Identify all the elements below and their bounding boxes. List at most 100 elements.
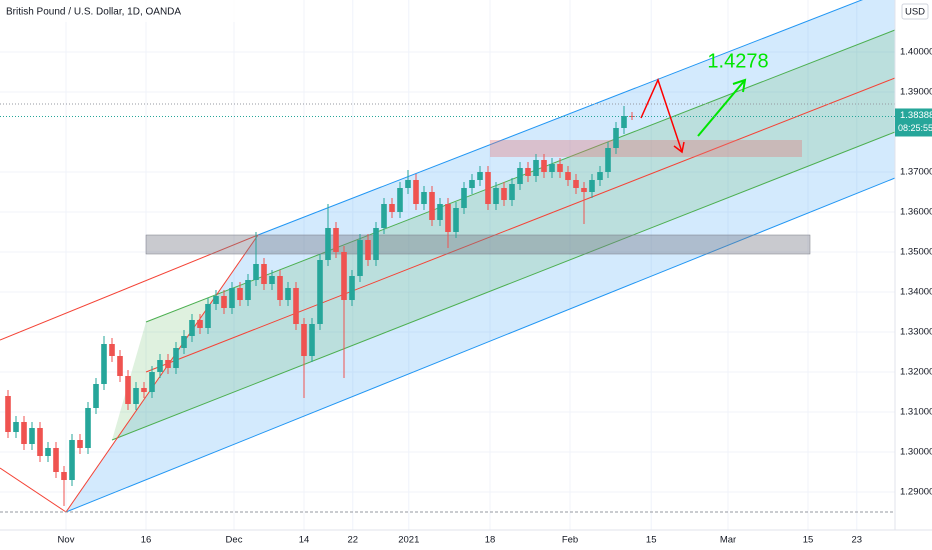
candle-body <box>509 184 515 200</box>
candle-body <box>125 376 131 404</box>
candle-body <box>445 204 451 232</box>
candle-body <box>325 228 331 260</box>
candle-body <box>621 116 627 128</box>
candle-body <box>157 360 163 372</box>
x-tick-label: Nov <box>58 535 75 546</box>
candle-body <box>149 372 155 392</box>
x-tick-label: 15 <box>646 535 657 546</box>
candle-body <box>533 160 539 176</box>
x-tick-label: 2021 <box>398 535 419 546</box>
x-tick-label: 15 <box>803 535 814 546</box>
candle-body <box>597 172 603 180</box>
candle-body <box>165 360 171 368</box>
chart-title: British Pound / U.S. Dollar, 1D, OANDA <box>6 7 181 18</box>
candle-body <box>517 168 523 184</box>
candle-body <box>237 288 243 300</box>
currency-button[interactable] <box>901 3 929 20</box>
candle-body <box>589 180 595 192</box>
candle-body <box>373 228 379 260</box>
candle-body <box>229 288 235 308</box>
candle-body <box>437 204 443 220</box>
candle-body <box>197 320 203 328</box>
candle-body <box>349 276 355 300</box>
x-tick-label: Feb <box>562 535 578 546</box>
candle-body <box>317 260 323 324</box>
y-tick-label: 1.32000 <box>900 367 932 378</box>
x-tick-label: 14 <box>299 535 310 546</box>
candle-body <box>421 192 427 204</box>
candle-body <box>469 180 475 188</box>
y-tick-label: 1.36000 <box>900 207 932 218</box>
candle-body <box>285 288 291 300</box>
y-tick-label: 1.35000 <box>900 247 932 258</box>
x-tick-label: Dec <box>226 535 243 546</box>
candle-body <box>389 204 395 212</box>
candle-body <box>93 384 99 408</box>
candle-body <box>181 336 187 348</box>
target-annotation: 1.4278 <box>707 50 768 72</box>
channel-top <box>257 0 863 236</box>
price-axis <box>895 0 932 550</box>
arrows: 1.4278 <box>640 50 769 154</box>
currency: USD <box>905 7 925 18</box>
candle-body <box>429 192 435 220</box>
candle-body <box>309 324 315 356</box>
candle-body <box>221 296 227 308</box>
candle-body <box>405 180 411 188</box>
candle-body <box>453 208 459 232</box>
y-tick-label: 1.33000 <box>900 327 932 338</box>
red-arrowhead <box>673 141 685 154</box>
y-tick-label: 1.40000 <box>900 47 932 58</box>
candle-body <box>45 448 51 456</box>
y-tick-label: 1.31000 <box>900 407 932 418</box>
candle-body <box>77 440 83 448</box>
green-arrow <box>697 79 746 137</box>
candle-body <box>557 164 563 172</box>
candle-body <box>245 280 251 300</box>
y-tick-label: 1.34000 <box>900 287 932 298</box>
resistance-zone <box>490 140 802 157</box>
candle-body <box>37 428 43 456</box>
candle-body <box>381 204 387 228</box>
candle-body <box>605 148 611 172</box>
candle-body <box>5 396 11 432</box>
y-tick-label: 1.39000 <box>900 87 932 98</box>
candle-body <box>573 180 579 188</box>
candle-body <box>13 422 19 432</box>
candle-body <box>109 344 115 356</box>
candle-body <box>613 128 619 148</box>
candle-body <box>261 264 267 284</box>
candle-body <box>541 160 547 172</box>
candle-body <box>525 168 531 176</box>
handle-line <box>65 234 259 513</box>
candle-body <box>333 228 339 252</box>
candle-body <box>253 264 259 280</box>
candle-body <box>133 388 139 404</box>
y-tick-label: 1.37000 <box>900 167 932 178</box>
support-zone <box>145 234 811 255</box>
candle-body <box>485 172 491 204</box>
y-tick-label: 1.29000 <box>900 487 932 498</box>
current-price: 1.38388 <box>900 110 932 121</box>
candle-body <box>21 422 27 444</box>
candle-body <box>413 180 419 204</box>
candle-body <box>29 428 35 444</box>
title-bg <box>0 0 250 22</box>
candle-body <box>357 240 363 276</box>
x-tick-label: 18 <box>485 535 496 546</box>
time-axis <box>0 530 932 550</box>
handle-line <box>0 467 67 513</box>
candle-body <box>493 188 499 204</box>
candle-body <box>269 276 275 284</box>
candle-body <box>461 188 467 208</box>
candle-body <box>549 164 555 172</box>
candle-body <box>341 252 347 300</box>
candle-body <box>69 440 75 480</box>
drawings <box>0 0 896 513</box>
candle-body <box>629 116 635 117</box>
candle-body <box>141 388 147 392</box>
x-tick-label: 23 <box>852 535 863 546</box>
candle-body <box>53 448 59 472</box>
handle-line <box>0 234 259 341</box>
